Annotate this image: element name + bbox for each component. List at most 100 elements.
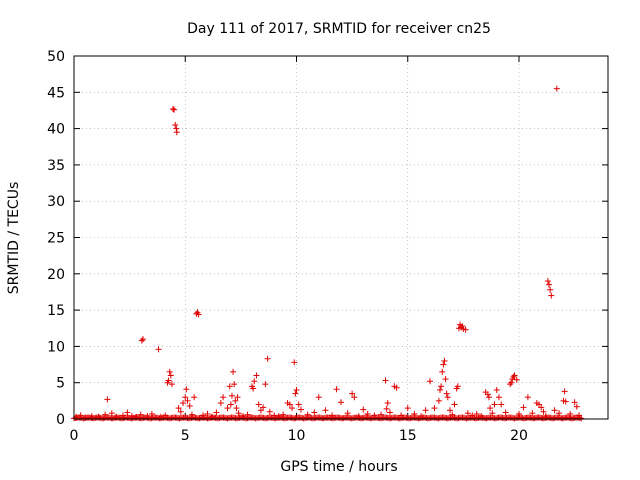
data-point	[571, 399, 578, 406]
data-point	[371, 412, 378, 419]
data-point	[200, 412, 207, 419]
data-point	[493, 386, 500, 393]
data-point	[508, 379, 515, 386]
data-point	[304, 411, 311, 418]
data-point	[297, 406, 304, 413]
x-tick-label: 15	[399, 428, 417, 444]
y-tick-label: 25	[47, 231, 65, 247]
data-point	[398, 412, 405, 419]
data-point	[165, 377, 172, 384]
data-point	[204, 410, 211, 417]
data-point	[495, 394, 502, 401]
data-point	[234, 394, 241, 401]
data-point	[364, 410, 371, 417]
data-point	[441, 357, 448, 364]
data-point	[230, 368, 237, 375]
data-point	[137, 411, 144, 418]
data-point	[232, 397, 239, 404]
data-point	[244, 411, 251, 418]
data-point	[524, 394, 531, 401]
data-point	[344, 410, 351, 417]
data-point	[544, 278, 551, 285]
x-tick-label: 0	[70, 428, 79, 444]
data-point	[177, 408, 184, 415]
data-point	[529, 410, 536, 417]
data-point	[551, 407, 558, 414]
data-point	[548, 292, 555, 299]
data-point	[139, 336, 146, 343]
data-point	[260, 404, 267, 411]
data-point	[439, 368, 446, 375]
y-tick-label: 30	[47, 194, 65, 210]
data-point	[295, 401, 302, 408]
data-point	[473, 410, 480, 417]
data-point	[293, 386, 300, 393]
data-point	[411, 410, 418, 417]
data-point	[383, 405, 390, 412]
data-point	[422, 407, 429, 414]
data-point	[562, 398, 569, 405]
data-point	[449, 411, 456, 418]
x-tick-label: 5	[181, 428, 190, 444]
data-point	[386, 409, 393, 416]
axis-ticks: 0 5 10 15 20 25 30 35 40 45 50 0 5 10 15 20	[47, 49, 608, 444]
data-point	[240, 413, 247, 420]
data-point	[459, 323, 466, 330]
data-point	[546, 281, 553, 288]
plot-frame	[73, 55, 609, 420]
data-point	[435, 397, 442, 404]
data-point	[266, 408, 273, 415]
data-point	[262, 381, 269, 388]
data-point	[166, 368, 173, 375]
data-point	[186, 402, 193, 409]
data-point	[487, 405, 494, 412]
data-point	[280, 411, 287, 418]
data-point	[315, 394, 322, 401]
x-axis-label: GPS time / hours	[280, 459, 397, 475]
data-point	[442, 376, 449, 383]
data-point	[184, 397, 191, 404]
data-point	[172, 121, 179, 128]
y-tick-label: 5	[56, 376, 65, 392]
data-point	[227, 401, 234, 408]
data-point	[155, 346, 162, 353]
y-tick-label: 15	[47, 303, 65, 319]
x-tick-label: 20	[510, 428, 528, 444]
x-tick-label: 10	[288, 428, 306, 444]
data-point	[478, 413, 485, 420]
data-point	[253, 372, 260, 379]
data-point	[462, 326, 469, 333]
data-point	[188, 411, 195, 418]
data-point	[576, 412, 583, 419]
data-point	[440, 361, 447, 368]
data-point	[349, 390, 356, 397]
data-point	[168, 381, 175, 388]
data-point	[102, 411, 109, 418]
data-point	[217, 400, 224, 407]
data-point	[427, 378, 433, 385]
y-tick-label: 0	[56, 412, 65, 428]
data-point	[520, 404, 527, 411]
y-tick-label: 40	[47, 122, 65, 138]
data-point	[431, 405, 438, 412]
data-point	[224, 405, 231, 412]
data-point	[556, 410, 563, 417]
data-point	[404, 405, 411, 412]
data-point	[444, 394, 451, 401]
data-point	[226, 383, 233, 390]
data-point	[538, 404, 545, 411]
data-point	[264, 355, 271, 362]
data-point	[322, 407, 329, 414]
data-point	[291, 359, 298, 366]
data-point	[170, 105, 177, 112]
data-point	[491, 401, 498, 408]
y-tick-label: 35	[47, 158, 65, 174]
data-point	[167, 372, 174, 379]
data-point	[489, 410, 496, 417]
chart-title: Day 111 of 2017, SRMTID for receiver cn2…	[187, 21, 491, 37]
data-point	[108, 410, 115, 417]
data-point	[180, 400, 187, 407]
data-point	[418, 413, 425, 420]
data-point	[464, 410, 471, 417]
